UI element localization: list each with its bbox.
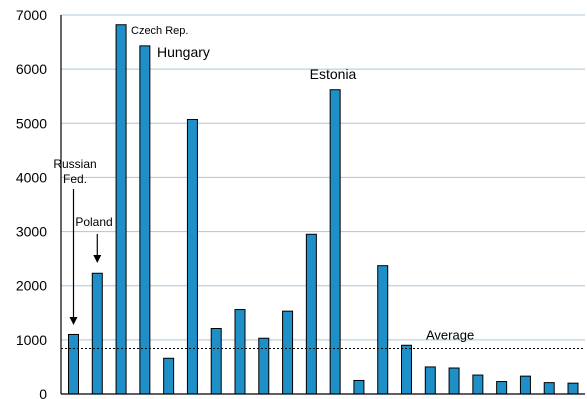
annotation-label: Hungary [157,44,210,60]
bar [210,327,222,395]
bar [543,382,555,395]
bar [258,337,270,395]
annotation-label: Czech Rep. [131,25,188,37]
bar [186,118,198,395]
y-tick-label: 2000 [16,278,47,294]
bar [139,45,151,395]
bar [567,382,579,395]
y-tick-label: 3000 [16,224,47,240]
bar [234,309,246,395]
bar [91,272,103,395]
annotation-label: Poland [75,215,112,229]
bars [68,24,579,395]
annotation-label: Estonia [310,66,357,82]
bar [448,367,460,395]
y-tick-labels: 0 1000 2000 3000 4000 5000 6000 7000 [16,7,47,399]
axes [60,15,585,395]
annotation-label: Fed. [63,172,87,186]
y-tick-label: 6000 [16,61,47,77]
y-tick-label: 7000 [16,7,47,23]
bar [353,379,365,395]
bar [519,375,531,395]
y-tick-label: 1000 [16,332,47,348]
y-tick-label: 0 [39,386,47,399]
bar [282,310,294,395]
bar [401,344,412,395]
average-label: Average [426,328,474,343]
bar [424,366,436,395]
bar [115,24,127,395]
bar [377,265,389,395]
bar [68,333,79,395]
bar [496,381,508,395]
y-tick-label: 5000 [16,115,47,131]
arrow-head-icon [69,317,78,325]
y-tick-label: 4000 [16,169,47,185]
bar [163,357,175,395]
arrow-head-icon [93,255,102,263]
average-group: Average [61,328,585,350]
annotation-label: Russian [53,157,96,171]
bar [472,374,484,395]
bar [305,233,317,395]
